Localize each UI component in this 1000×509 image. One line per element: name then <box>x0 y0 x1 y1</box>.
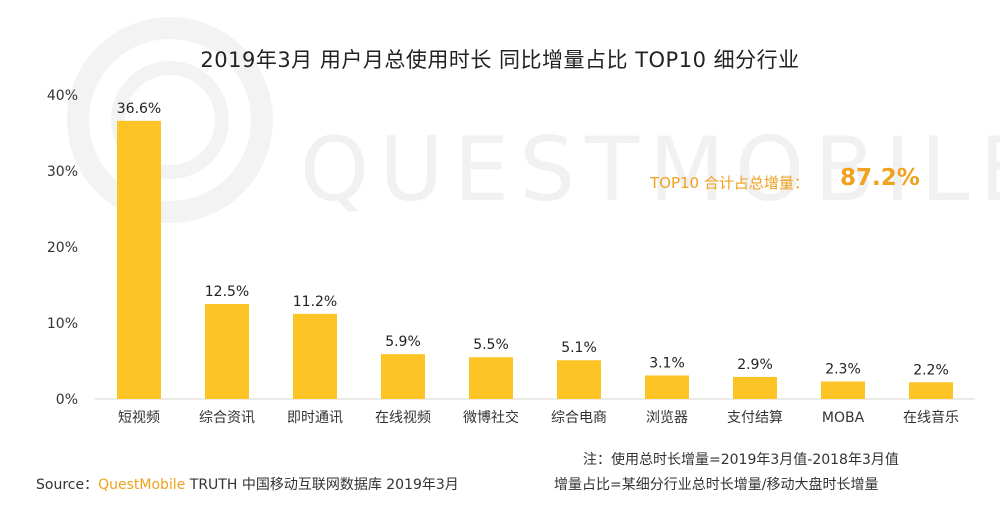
category-label: 在线视频 <box>375 410 431 426</box>
data-label: 36.6% <box>117 101 161 117</box>
bar <box>733 377 777 399</box>
bar <box>909 382 953 399</box>
category-label: 综合电商 <box>551 410 607 426</box>
data-label: 12.5% <box>205 284 249 300</box>
category-label: 浏览器 <box>646 410 688 426</box>
bar-chart: 0% 10% 20% 30% 40% 36.6% 12.5% 11.2% 5.9% 5.5% 5.… <box>0 0 1000 509</box>
category-label: 支付结算 <box>727 410 783 426</box>
note-line-2: 增量占比=某细分行业总时长增量/移动大盘时长增量 <box>554 474 878 494</box>
y-tick-label: 40% <box>47 88 78 104</box>
data-label: 5.1% <box>561 340 597 356</box>
category-label: MOBA <box>822 410 865 426</box>
data-label: 11.2% <box>293 294 337 310</box>
source-rest: TRUTH 中国移动互联网数据库 2019年3月 <box>185 477 459 493</box>
data-label: 5.5% <box>473 337 509 353</box>
bar <box>117 121 161 399</box>
data-label: 3.1% <box>649 355 685 371</box>
chart-title: 2019年3月 用户月总使用时长 同比增量占比 TOP10 细分行业 <box>0 44 1000 74</box>
data-label: 5.9% <box>385 334 421 350</box>
note-line-1: 注：使用总时长增量=2019年3月值-2018年3月值 <box>583 449 899 469</box>
source-prefix: Source： <box>36 477 98 493</box>
category-label: 短视频 <box>118 410 160 426</box>
bar <box>293 314 337 399</box>
bar <box>469 357 513 399</box>
y-tick-label: 0% <box>56 392 78 408</box>
category-label: 微博社交 <box>463 409 519 426</box>
source-brand: QuestMobile <box>98 477 185 493</box>
y-tick-label: 20% <box>47 240 78 256</box>
data-label: 2.2% <box>913 362 949 378</box>
category-label: 在线音乐 <box>903 409 959 426</box>
bar <box>381 354 425 399</box>
category-labels: 短视频 综合资讯 即时通讯 在线视频 微博社交 综合电商 浏览器 支付结算 MOBA 在线音乐 <box>118 409 959 426</box>
bar <box>205 304 249 399</box>
y-tick-label: 10% <box>47 316 78 332</box>
bar <box>821 382 865 399</box>
source-line: Source：QuestMobile TRUTH 中国移动互联网数据库 2019… <box>36 474 459 494</box>
data-label: 2.9% <box>737 357 773 373</box>
category-label: 综合资讯 <box>199 410 255 426</box>
total-increase-value: 87.2% <box>840 165 920 191</box>
total-increase-label: TOP10 合计占总增量： <box>650 172 809 193</box>
bar <box>557 360 601 399</box>
bar <box>645 375 689 399</box>
y-tick-label: 30% <box>47 164 78 180</box>
category-label: 即时通讯 <box>287 410 343 426</box>
data-label: 2.3% <box>825 362 861 378</box>
